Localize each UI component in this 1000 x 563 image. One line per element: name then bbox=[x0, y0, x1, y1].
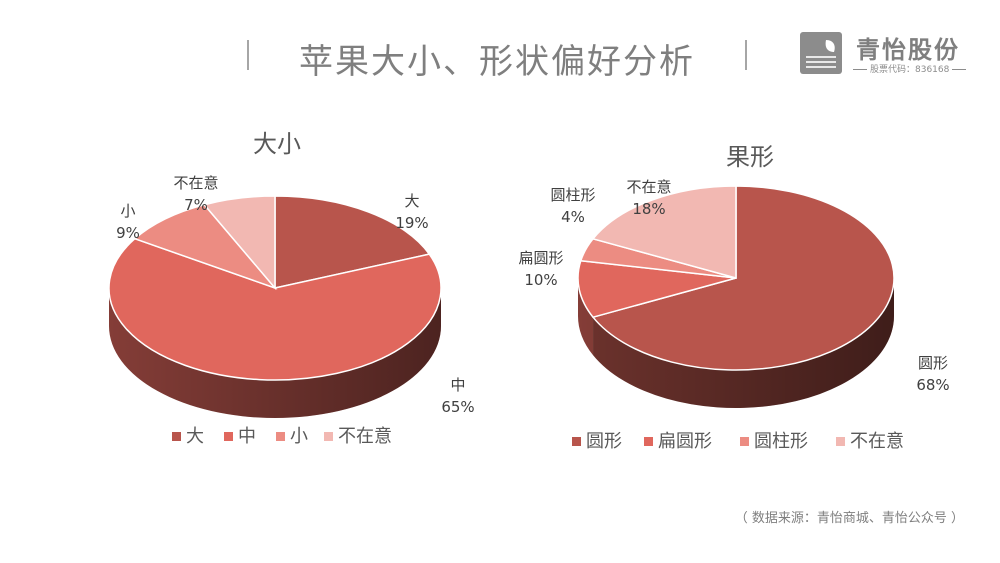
stock-code-text: 股票代码：836168 bbox=[870, 65, 950, 75]
legend-swatch bbox=[324, 432, 333, 441]
legend-label: 小 bbox=[290, 426, 308, 447]
title-separator-right bbox=[745, 40, 747, 70]
legend-label: 中 bbox=[238, 426, 256, 447]
legend-label: 扁圆形 bbox=[658, 431, 712, 452]
pie-slice-3 bbox=[133, 203, 278, 290]
title-separator-left bbox=[247, 40, 249, 70]
source-note: （ 数据来源：青怡商城、青怡公众号 ） bbox=[734, 511, 964, 526]
slice-label: 不在意 bbox=[173, 174, 218, 192]
slice-value-label: 65% bbox=[441, 398, 474, 416]
legend-label: 不在意 bbox=[338, 426, 392, 447]
legend-label: 不在意 bbox=[850, 431, 904, 452]
pie-wall-shade bbox=[109, 288, 441, 418]
slice-label: 圆形 bbox=[918, 354, 948, 372]
pie-slice-1 bbox=[591, 185, 895, 371]
slice-value-label: 68% bbox=[916, 376, 949, 394]
slice-label: 大 bbox=[404, 192, 419, 210]
legend-swatch bbox=[572, 437, 581, 446]
chart-title: 果形 bbox=[726, 143, 774, 171]
slice-label: 圆柱形 bbox=[550, 186, 595, 204]
legend-label: 大 bbox=[186, 426, 204, 447]
pie-slice-4 bbox=[202, 195, 276, 291]
slice-label: 扁圆形 bbox=[518, 249, 563, 267]
logo-name: 青怡股份 bbox=[856, 36, 960, 64]
pie-wall-shade bbox=[578, 278, 894, 408]
logo-stock-code: 股票代码：836168 bbox=[850, 62, 969, 75]
pie-chart-1: 大中小不在意 bbox=[108, 195, 442, 447]
legend-swatch bbox=[172, 432, 181, 441]
slice-value-label: 10% bbox=[524, 271, 557, 289]
legend-swatch bbox=[836, 437, 845, 446]
legend-swatch bbox=[276, 432, 285, 441]
slice-value-label: 4% bbox=[561, 208, 585, 226]
slice-label: 小 bbox=[120, 202, 135, 220]
slice-value-label: 18% bbox=[632, 200, 665, 218]
slice-value-label: 7% bbox=[184, 196, 208, 214]
title-bar: 苹果大小、形状偏好分析 bbox=[247, 30, 747, 82]
pie-slice-4 bbox=[591, 185, 737, 279]
pie-slice-2 bbox=[108, 237, 442, 381]
slice-value-label: 19% bbox=[395, 214, 428, 232]
company-logo: 青怡股份 股票代码：836168 bbox=[800, 30, 980, 76]
pie-slice-1 bbox=[274, 195, 431, 289]
chart-title: 大小 bbox=[253, 130, 301, 158]
legend-label: 圆形 bbox=[586, 431, 622, 452]
legend-label: 圆柱形 bbox=[754, 431, 808, 452]
pie-slice-2 bbox=[577, 259, 737, 319]
slice-value-label: 9% bbox=[116, 224, 140, 242]
pie-chart-2: 圆形 扁圆形 圆柱形 不在意 bbox=[572, 185, 904, 452]
leaf-logo-icon bbox=[800, 32, 842, 74]
legend-swatch bbox=[740, 437, 749, 446]
slice-label: 不在意 bbox=[626, 178, 671, 196]
legend-swatch bbox=[644, 437, 653, 446]
page-title: 苹果大小、形状偏好分析 bbox=[299, 42, 695, 82]
slice-label: 中 bbox=[450, 376, 465, 394]
legend-swatch bbox=[224, 432, 233, 441]
